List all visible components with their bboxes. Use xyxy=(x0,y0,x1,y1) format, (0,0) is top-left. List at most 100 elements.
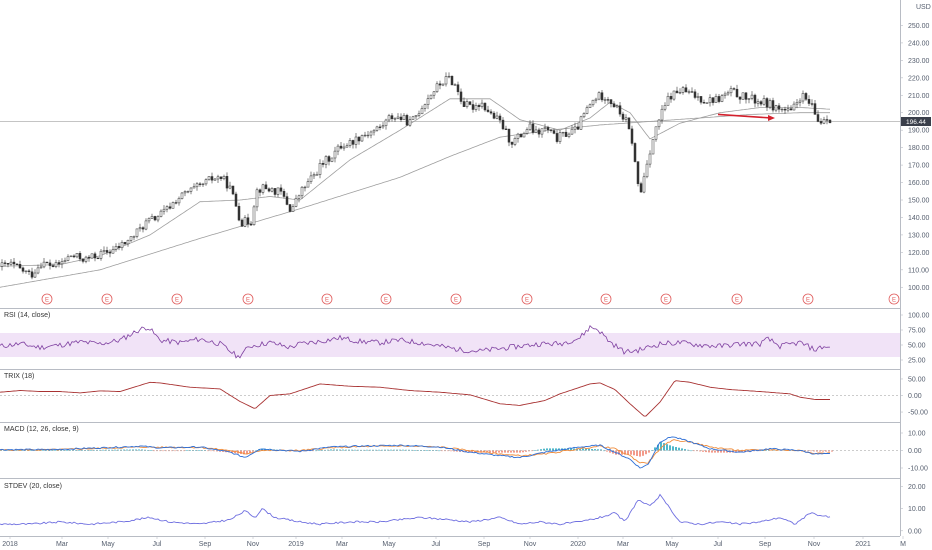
candle-body xyxy=(738,96,742,100)
macd-bar xyxy=(543,448,545,451)
y-tick-label: 50.00 xyxy=(908,343,926,350)
candle-body xyxy=(777,105,781,110)
candle-body xyxy=(138,227,142,230)
candle-body xyxy=(165,206,169,210)
candle-body xyxy=(561,131,565,134)
trix-pane[interactable]: TRIX (18) xyxy=(0,373,900,417)
macd-bar xyxy=(675,447,677,451)
candle-body xyxy=(399,116,403,120)
macd-bar xyxy=(90,450,92,451)
macd-pane[interactable]: MACD (12, 26, close, 9) xyxy=(0,426,900,469)
candle-body xyxy=(771,100,775,111)
candle-body xyxy=(63,260,67,262)
earnings-marker-label: E xyxy=(246,298,250,304)
candle-body xyxy=(537,129,541,135)
candle-body xyxy=(297,195,301,199)
candle-body xyxy=(402,115,406,120)
candle-body xyxy=(600,92,604,101)
macd-bar xyxy=(42,450,44,451)
x-tick-label: Jul xyxy=(153,541,162,548)
candle-body xyxy=(36,267,40,274)
y-tick-label: -50.00 xyxy=(908,410,928,417)
macd-bar xyxy=(762,450,764,451)
candle-body xyxy=(477,105,481,107)
macd-bar xyxy=(678,447,680,451)
stdev-pane[interactable]: STDEV (20, close) xyxy=(0,483,831,526)
macd-bar xyxy=(78,450,80,451)
candle-body xyxy=(93,253,97,259)
x-tick-label: Sep xyxy=(478,541,491,548)
macd-bar xyxy=(618,450,620,455)
candle-body xyxy=(816,114,820,122)
macd-bar xyxy=(660,442,662,451)
candle-body xyxy=(426,98,430,105)
candle-body xyxy=(27,270,31,272)
macd-bar xyxy=(810,450,812,452)
macd-bar xyxy=(819,450,821,452)
macd-bar xyxy=(831,450,833,452)
y-tick-label: 10.00 xyxy=(908,506,926,513)
y-tick-label: 220.00 xyxy=(908,75,930,82)
candle-body xyxy=(252,206,256,225)
candle-body xyxy=(405,115,409,126)
candle-body xyxy=(420,108,424,115)
candle-body xyxy=(210,176,214,181)
candle-body xyxy=(528,123,532,130)
macd-bar xyxy=(825,450,827,452)
candle-body xyxy=(717,96,721,102)
candle-body xyxy=(483,102,487,111)
candle-body xyxy=(585,107,589,114)
earnings-marker-label: E xyxy=(664,298,668,304)
candle-body xyxy=(570,128,574,135)
macd-bar xyxy=(657,444,659,451)
candle-body xyxy=(156,216,160,221)
annotation-arrow[interactable] xyxy=(717,113,775,121)
candle-body xyxy=(663,105,667,110)
candle-body xyxy=(105,250,109,253)
y-tick-label: 0.00 xyxy=(908,393,922,400)
macd-bar xyxy=(579,448,581,451)
earnings-marker xyxy=(660,293,672,305)
x-axis[interactable]: 2018 Mar May Jul Sep Nov 2019 Mar May Jul Sep Nov 20… xyxy=(2,536,906,548)
ma50-path xyxy=(0,98,831,267)
candle-body xyxy=(30,271,34,278)
candle-body xyxy=(222,176,226,180)
candle-body xyxy=(24,270,28,272)
earnings-marker-label: E xyxy=(735,298,739,304)
candle-body xyxy=(276,187,280,195)
candle-body xyxy=(375,126,379,131)
candle-body xyxy=(240,219,244,227)
macd-bar xyxy=(210,450,212,452)
candle-body xyxy=(60,261,64,265)
candle-body xyxy=(429,94,433,99)
macd-bar xyxy=(648,450,650,453)
macd-bar xyxy=(480,450,482,453)
candle-body xyxy=(21,267,25,272)
candle-body xyxy=(129,236,133,241)
macd-bar xyxy=(186,450,188,451)
macd-bar xyxy=(246,450,248,455)
candle-body xyxy=(321,163,325,165)
candle-body xyxy=(558,132,562,142)
macd-bar xyxy=(516,450,518,453)
x-tick-label: Nov xyxy=(524,541,537,548)
macd-bar xyxy=(102,449,104,451)
macd-bar xyxy=(816,450,818,452)
macd-bar xyxy=(375,449,377,451)
stdev-title: STDEV (20, close) xyxy=(4,483,62,490)
candle-body xyxy=(183,191,187,194)
rsi-pane[interactable]: RSI (14, close) xyxy=(0,312,900,359)
candle-body xyxy=(243,217,247,227)
earnings-marker xyxy=(101,293,113,305)
candle-body xyxy=(696,96,700,98)
candle-body xyxy=(135,228,139,237)
y-axis[interactable]: 250.00 240.00 230.00 220.00 210.00 200.00 190.… xyxy=(900,23,930,535)
macd-bar xyxy=(654,447,656,451)
macd-title: MACD (12, 26, close, 9) xyxy=(4,426,79,433)
macd-bar xyxy=(585,448,587,451)
candle-body xyxy=(765,98,769,108)
macd-bar xyxy=(393,449,395,451)
candle-body xyxy=(279,187,283,192)
